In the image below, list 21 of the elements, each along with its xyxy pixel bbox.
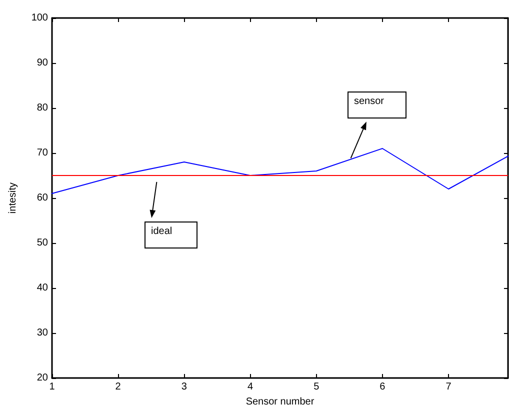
x-tick-label: 3	[181, 382, 188, 392]
y-tick-label: 40	[36, 282, 48, 294]
y-tick-label: 70	[36, 148, 48, 158]
y-tick-label: 100	[31, 12, 48, 24]
x-tick-label: 7	[446, 382, 452, 392]
x-tick-label: 2	[115, 382, 122, 392]
line-series	[52, 148, 508, 194]
x-axis-title: Sensor number	[246, 396, 315, 408]
x-tick-label: 4	[247, 382, 254, 392]
y-tick-label: 60	[36, 192, 48, 204]
annotation: ideal	[151, 226, 172, 237]
x-tick-label: 1	[49, 382, 56, 392]
y-tick-label: 50	[36, 238, 48, 248]
y-tick-label: 80	[36, 102, 48, 114]
y-tick-label: 20	[36, 372, 48, 384]
y-axis-title: intesity	[8, 182, 18, 214]
x-tick-label: 6	[380, 382, 386, 392]
y-tick-label: 30	[36, 328, 48, 338]
x-tick-label: 5	[314, 382, 320, 392]
y-tick-label: 90	[36, 58, 48, 68]
annotation: sensor	[354, 96, 385, 107]
